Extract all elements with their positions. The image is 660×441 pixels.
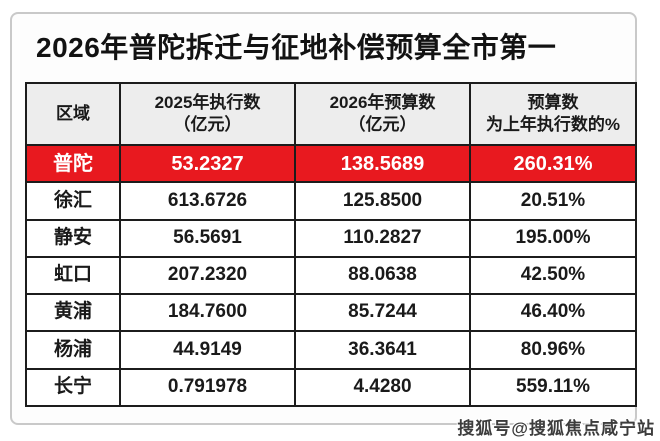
cell-district: 杨浦 — [27, 330, 119, 367]
cell-exec-2025: 207.2320 — [119, 255, 294, 294]
cell-budget-2026: 85.7244 — [294, 293, 469, 331]
cell-exec-2025: 53.2327 — [119, 144, 294, 182]
column-header-ratio: 预算数 为上年执行数的% — [469, 84, 635, 144]
cell-ratio: 260.31% — [469, 144, 635, 182]
cell-district: 静安 — [27, 218, 119, 256]
infographic-card: 2026年普陀拆迁与征地补偿预算全市第一 区域 2025年执行数 （亿元） 20… — [10, 12, 637, 425]
cell-ratio: 20.51% — [469, 181, 635, 219]
cell-budget-2026: 36.3641 — [294, 330, 469, 368]
cell-ratio: 80.96% — [469, 330, 635, 368]
cell-budget-2026: 110.2827 — [294, 218, 469, 256]
cell-exec-2025: 44.9149 — [119, 330, 294, 368]
column-header-unit: （亿元） — [348, 115, 417, 134]
column-header-label: 预算数 — [527, 92, 579, 112]
column-header-unit: （亿元） — [173, 115, 242, 134]
cell-district: 黄浦 — [27, 293, 119, 330]
column-header-label: 区域 — [56, 103, 90, 123]
cell-district: 普陀 — [27, 144, 119, 182]
cell-district: 长宁 — [27, 367, 119, 405]
page-title: 2026年普陀拆迁与征地补偿预算全市第一 — [36, 32, 557, 63]
cell-exec-2025: 613.6726 — [119, 181, 294, 219]
column-header-label: 2026年预算数 — [329, 92, 436, 112]
cell-budget-2026: 138.5689 — [294, 144, 469, 182]
cell-exec-2025: 56.5691 — [119, 218, 294, 256]
cell-budget-2026: 4.4280 — [294, 367, 469, 405]
sohu-watermark: 搜狐号@搜狐焦点咸宁站 — [457, 419, 655, 438]
cell-district: 徐汇 — [27, 181, 119, 218]
cell-district: 虹口 — [27, 255, 119, 293]
column-header-exec-2025: 2025年执行数 （亿元） — [119, 84, 294, 144]
column-header-label: 2025年执行数 — [154, 92, 261, 112]
column-header-district: 区域 — [27, 84, 119, 144]
column-header-sublabel: 为上年执行数的% — [485, 115, 621, 134]
cell-ratio: 46.40% — [469, 293, 635, 331]
cell-exec-2025: 184.7600 — [119, 293, 294, 331]
cell-ratio: 195.00% — [469, 218, 635, 256]
cell-exec-2025: 0.791978 — [119, 367, 294, 405]
cell-budget-2026: 125.8500 — [294, 181, 469, 219]
column-header-budget-2026: 2026年预算数 （亿元） — [294, 84, 469, 144]
budget-table: 区域 2025年执行数 （亿元） 2026年预算数 （亿元） 预算数 为上年执行… — [25, 82, 637, 407]
cell-budget-2026: 88.0638 — [294, 255, 469, 294]
cell-ratio: 42.50% — [469, 255, 635, 294]
cell-ratio: 559.11% — [469, 367, 635, 405]
